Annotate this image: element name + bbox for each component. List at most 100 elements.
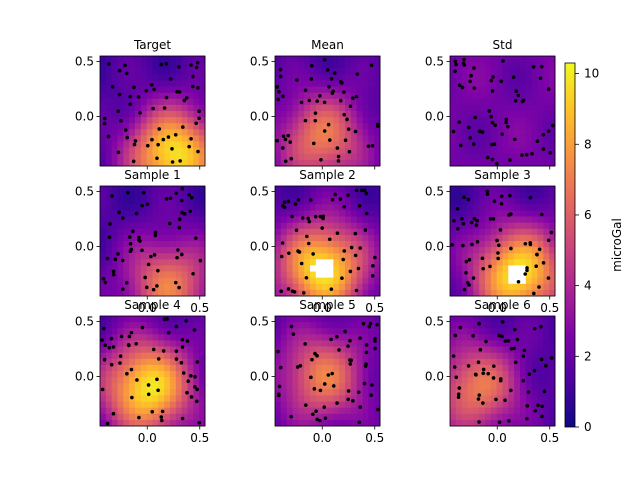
field-cell: [158, 271, 165, 279]
field-cell: [170, 86, 177, 94]
colorbar-gradient: [564, 62, 576, 428]
field-cell: [455, 334, 463, 341]
field-cell: [496, 111, 503, 118]
sample-point: [125, 135, 130, 140]
field-cell: [531, 316, 538, 323]
field-cell: [158, 141, 165, 149]
field-cell: [315, 340, 323, 347]
sample-point: [157, 127, 162, 131]
field-cell: [549, 413, 556, 421]
field-cell: [485, 159, 492, 167]
field-cell: [140, 228, 148, 236]
field-cell: [199, 413, 206, 421]
field-cell: [455, 228, 463, 236]
field-cell: [321, 389, 328, 396]
sample-point: [370, 274, 375, 278]
field-cell: [152, 328, 159, 335]
field-cell: [520, 247, 527, 254]
field-cell: [310, 322, 317, 329]
field-cell: [327, 364, 334, 372]
field-cell: [100, 129, 107, 136]
field-cell: [345, 364, 352, 372]
field-cell: [140, 271, 148, 279]
field-cell: [345, 401, 352, 409]
field-cell: [520, 86, 527, 94]
field-cell: [280, 104, 288, 112]
field-cell: [129, 56, 136, 63]
field-cell: [479, 322, 486, 329]
field-cell: [135, 289, 142, 297]
field-cell: [175, 346, 183, 354]
xtick-label: 0.5: [365, 431, 384, 445]
field-cell: [543, 247, 550, 254]
field-cell: [362, 204, 369, 211]
sample-point: [539, 324, 543, 329]
field-cell: [520, 234, 527, 242]
field-cell: [549, 86, 556, 94]
field-cell: [473, 419, 480, 427]
field-cell: [158, 346, 165, 354]
field-cell: [525, 322, 533, 329]
field-cell: [327, 253, 334, 260]
field-cell: [164, 364, 171, 372]
field-cell: [304, 395, 311, 402]
field-cell: [520, 383, 527, 390]
field-cell: [362, 159, 369, 167]
sample-point: [340, 276, 344, 280]
field-cell: [339, 358, 346, 366]
sample-point: [478, 347, 483, 352]
field-cell: [549, 62, 556, 69]
field-cell: [315, 377, 323, 384]
field-cell: [286, 358, 293, 366]
field-cell: [298, 111, 305, 118]
field-cell: [327, 159, 334, 167]
panel-sample4-field: [100, 316, 206, 427]
field-cell: [549, 328, 556, 335]
field-cell: [473, 340, 480, 347]
sample-point: [298, 364, 303, 368]
field-cell: [164, 141, 171, 149]
field-cell: [514, 222, 521, 230]
field-cell: [356, 129, 363, 136]
field-cell: [111, 383, 118, 390]
field-cell: [514, 346, 521, 354]
field-cell: [117, 377, 124, 384]
field-cell: [129, 377, 136, 384]
field-cell: [496, 228, 503, 236]
field-cell: [304, 56, 311, 63]
field-cell: [199, 117, 206, 124]
field-cell: [490, 117, 498, 124]
field-cell: [105, 117, 113, 124]
field-cell: [135, 419, 142, 427]
field-cell: [275, 316, 282, 323]
field-cell: [490, 277, 498, 285]
field-cell: [321, 62, 328, 69]
field-cell: [525, 111, 533, 118]
field-cell: [164, 92, 171, 100]
field-cell: [123, 395, 130, 402]
field-cell: [199, 389, 206, 396]
field-cell: [135, 216, 142, 224]
field-cell: [304, 135, 311, 142]
field-cell: [129, 74, 136, 81]
field-cell: [531, 265, 538, 272]
field-cell: [146, 204, 153, 211]
field-cell: [135, 322, 142, 329]
sample-point: [189, 195, 194, 200]
field-cell: [362, 413, 369, 421]
field-cell: [187, 111, 194, 118]
field-cell: [105, 316, 113, 323]
sample-point: [530, 151, 534, 156]
field-cell: [315, 216, 323, 224]
field-cell: [158, 186, 165, 193]
field-cell: [152, 104, 159, 112]
field-cell: [362, 129, 369, 136]
field-cell: [467, 186, 474, 193]
field-cell: [543, 358, 550, 366]
field-cell: [485, 129, 492, 136]
sample-point: [524, 152, 529, 157]
field-cell: [181, 277, 188, 285]
field-cell: [286, 383, 293, 390]
field-cell: [146, 265, 153, 272]
field-cell: [525, 86, 533, 94]
